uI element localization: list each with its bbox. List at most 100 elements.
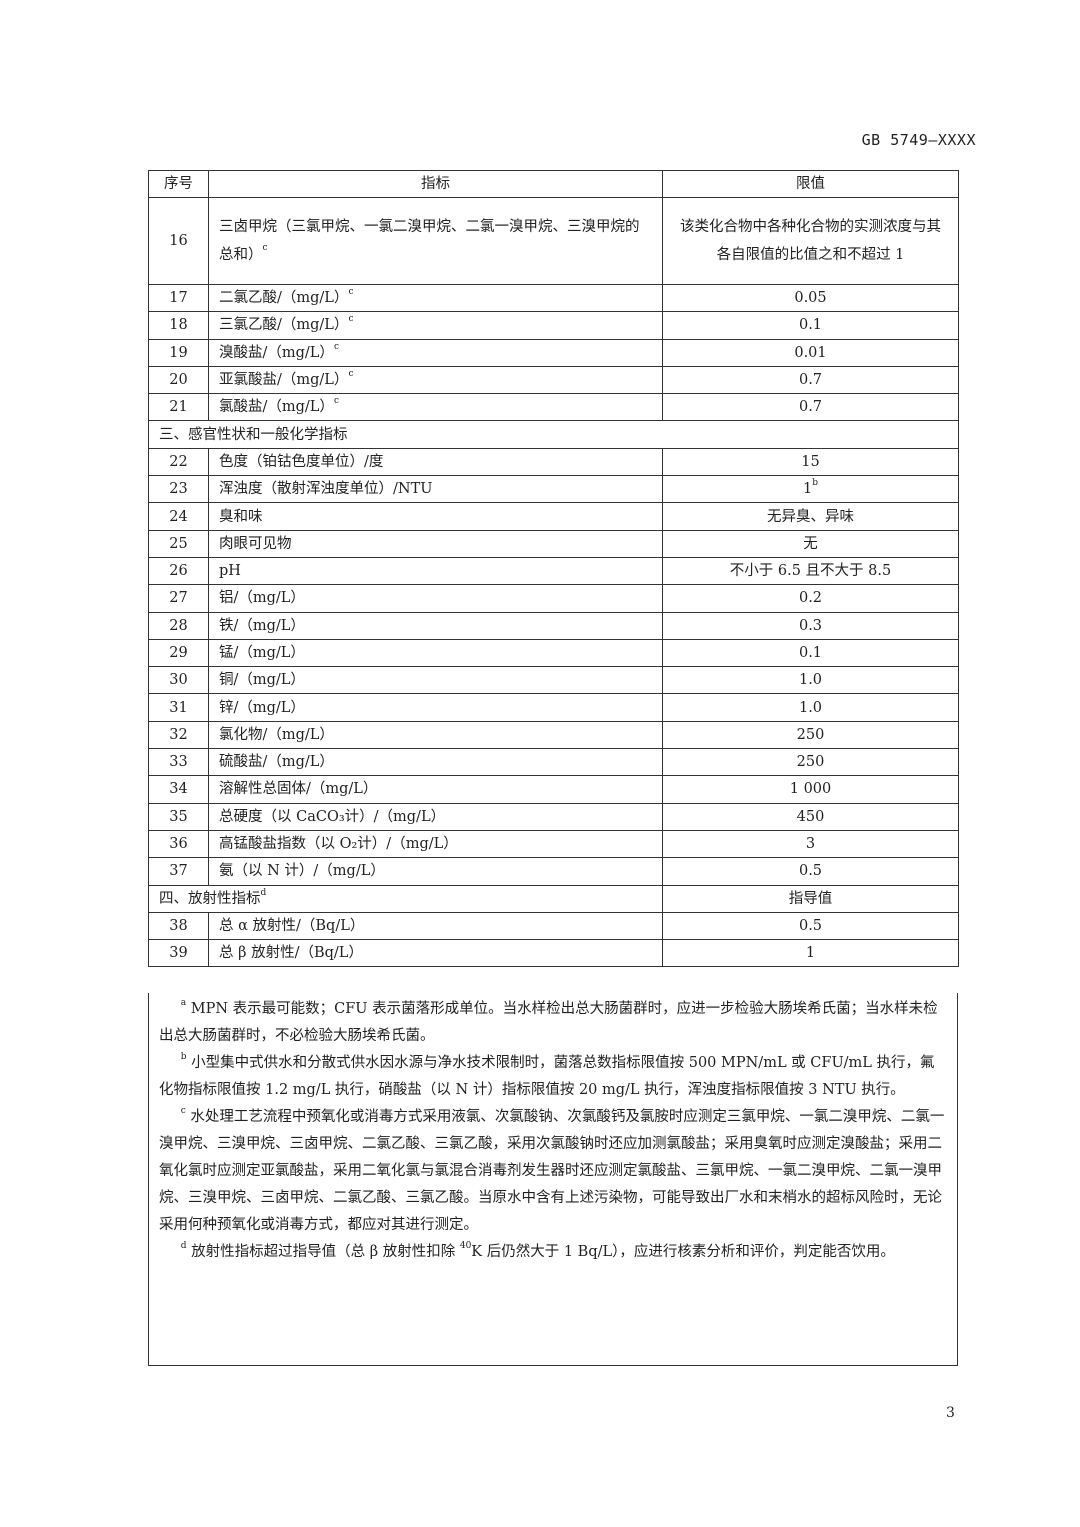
indicator-name: 硫酸盐/（mg/L） [219,754,334,771]
footnote-ref: d [260,887,267,898]
limit-value: 1 [803,481,813,498]
indicator-cell: 锰/（mg/L） [208,638,663,668]
limit-cell: 0.05 [662,283,959,313]
indicator-cell: 总 β 放射性/（Bq/L） [208,939,663,968]
indicator-name: 锌/（mg/L） [219,699,305,716]
limit-value: 0.01 [794,344,827,361]
limit-cell: 0.7 [662,393,959,422]
indicator-name: pH [219,563,241,580]
indicator-name: 铜/（mg/L） [219,672,305,689]
footnote-mark: c [180,1106,186,1116]
table-row: 39 总 β 放射性/（Bq/L） 1 [148,939,959,968]
limit-cell: 0.1 [662,311,959,340]
limit-value: 3 [805,836,816,853]
limit-value: 0.7 [798,372,823,389]
table-row: 19 溴酸盐/（mg/L）c 0.01 [148,338,959,367]
indicator-name: 铝/（mg/L） [219,590,305,607]
footnote-ref: c [348,314,354,325]
footnote: b 小型集中式供水和分散式供水因水源与净水技术限制时，菌落总数指标限值按 500… [159,1050,947,1104]
indicator-cell: 铝/（mg/L） [208,584,663,613]
indicator-name: 溶解性总固体/（mg/L） [219,781,378,798]
footnote-ref: c [348,369,354,380]
table-row: 24 臭和味 无异臭、异味 [148,502,959,531]
limit-cell: 1 [662,939,959,968]
limit-cell: 0.3 [662,611,959,640]
limit-cell: 1b [662,475,959,504]
limit-value: 0.3 [798,617,823,634]
footnote-text: K 后仍然大于 1 Bq/L），应进行核素分析和评价，判定能否饮用。 [471,1244,895,1260]
row-number: 24 [148,502,209,531]
limit-cell: 0.1 [662,638,959,668]
table-row: 37 氨（以 N 计）/（mg/L） 0.5 [148,857,959,886]
row-number: 17 [148,283,209,313]
footnote: d 放射性指标超过指导值（总 β 放射性扣除 40K 后仍然大于 1 Bq/L）… [159,1239,947,1266]
footnote-text: 水处理工艺流程中预氧化或消毒方式采用液氯、次氯酸钠、次氯酸钙及氯胺时应测定三氯甲… [159,1109,945,1233]
indicator-cell: 溴酸盐/（mg/L）c [208,338,663,367]
limit-cell: 0.2 [662,584,959,613]
limit-cell: 无 [662,529,959,558]
table-row: 31 锌/（mg/L） 1.0 [148,693,959,722]
footnote-ref: c [333,341,339,352]
limit-value: 250 [796,754,825,771]
limit-cell: 250 [662,720,959,750]
indicator-cell: 肉眼可见物 [208,529,663,558]
limit-cell: 1 000 [662,775,959,804]
limit-value: 1.0 [798,672,823,689]
limit-header: 指导值 [662,884,959,913]
column-header: 序号 [148,170,209,198]
table-row: 34 溶解性总固体/（mg/L） 1 000 [148,775,959,804]
indicator-name: 三卤甲烷（三氯甲烷、一氯二溴甲烷、二氯一溴甲烷、三溴甲烷的总和） [219,219,640,263]
limit-cell: 1.0 [662,693,959,722]
indicator-name: 高锰酸盐指数（以 O₂计）/（mg/L） [219,836,458,853]
row-number: 18 [148,311,209,340]
indicator-name: 氯化物/（mg/L） [219,726,334,743]
row-number: 27 [148,584,209,613]
table-row: 20 亚氯酸盐/（mg/L）c 0.7 [148,365,959,395]
table-row: 26 pH 不小于 6.5 且不大于 8.5 [148,556,959,586]
indicator-name: 氯酸盐/（mg/L） [219,399,334,416]
indicator-cell: 二氯乙酸/（mg/L）c [208,283,663,313]
indicator-name: 总 α 放射性/（Bq/L） [219,917,365,934]
row-number: 39 [148,939,209,968]
row-number: 20 [148,365,209,395]
row-number: 38 [148,911,209,941]
row-number: 35 [148,802,209,831]
indicator-name: 二氯乙酸/（mg/L） [219,290,349,307]
table-row: 36 高锰酸盐指数（以 O₂计）/（mg/L） 3 [148,829,959,859]
limit-cell: 不小于 6.5 且不大于 8.5 [662,556,959,586]
table-row: 22 色度（铂钴色度单位）/度 15 [148,447,959,477]
table-footnotes: a MPN 表示最可能数；CFU 表示菌落形成单位。当水样检出总大肠菌群时，应进… [148,993,958,1366]
limit-value: 不小于 6.5 且不大于 8.5 [729,563,892,580]
indicator-cell: 亚氯酸盐/（mg/L）c [208,365,663,395]
table-row: 30 铜/（mg/L） 1.0 [148,666,959,695]
table-row: 27 铝/（mg/L） 0.2 [148,584,959,613]
footnote: c 水处理工艺流程中预氧化或消毒方式采用液氯、次氯酸钠、次氯酸钙及氯胺时应测定三… [159,1104,947,1239]
indicator-cell: 硫酸盐/（mg/L） [208,748,663,777]
limit-cell: 该类化合物中各种化合物的实测浓度与其各自限值的比值之和不超过 1 [662,197,959,285]
indicator-cell: 三卤甲烷（三氯甲烷、一氯二溴甲烷、二氯一溴甲烷、三溴甲烷的总和）c [208,197,663,285]
footnote-ref: c [262,243,268,253]
row-number: 28 [148,611,209,640]
section-label: 四、放射性指标 [159,890,261,907]
limit-cell: 250 [662,748,959,777]
section-row: 四、放射性指标d 指导值 [148,884,959,913]
table-row: 21 氯酸盐/（mg/L）c 0.7 [148,393,959,422]
limit-cell: 15 [662,447,959,477]
indicator-cell: 浑浊度（散射浑浊度单位）/NTU [208,475,663,504]
indicator-cell: 铜/（mg/L） [208,666,663,695]
indicator-name: 色度（铂钴色度单位）/度 [219,453,384,470]
footnote-mark: a [180,998,187,1008]
footnote-mark: b [180,1052,187,1062]
indicator-cell: 色度（铂钴色度单位）/度 [208,447,663,477]
row-number: 31 [148,693,209,722]
limit-value: 15 [801,453,820,470]
limit-cell: 0.5 [662,857,959,886]
standard-table: 序号 指标 限值 16 三卤甲烷（三氯甲烷、一氯二溴甲烷、二氯一溴甲烷、三溴甲烷… [148,170,959,968]
limit-cell: 0.5 [662,911,959,941]
footnote-mark: d [180,1241,187,1251]
limit-cell: 3 [662,829,959,859]
table-row: 25 肉眼可见物 无 [148,529,959,558]
table-row: 23 浑浊度（散射浑浊度单位）/NTU 1b [148,475,959,504]
row-number: 21 [148,393,209,422]
